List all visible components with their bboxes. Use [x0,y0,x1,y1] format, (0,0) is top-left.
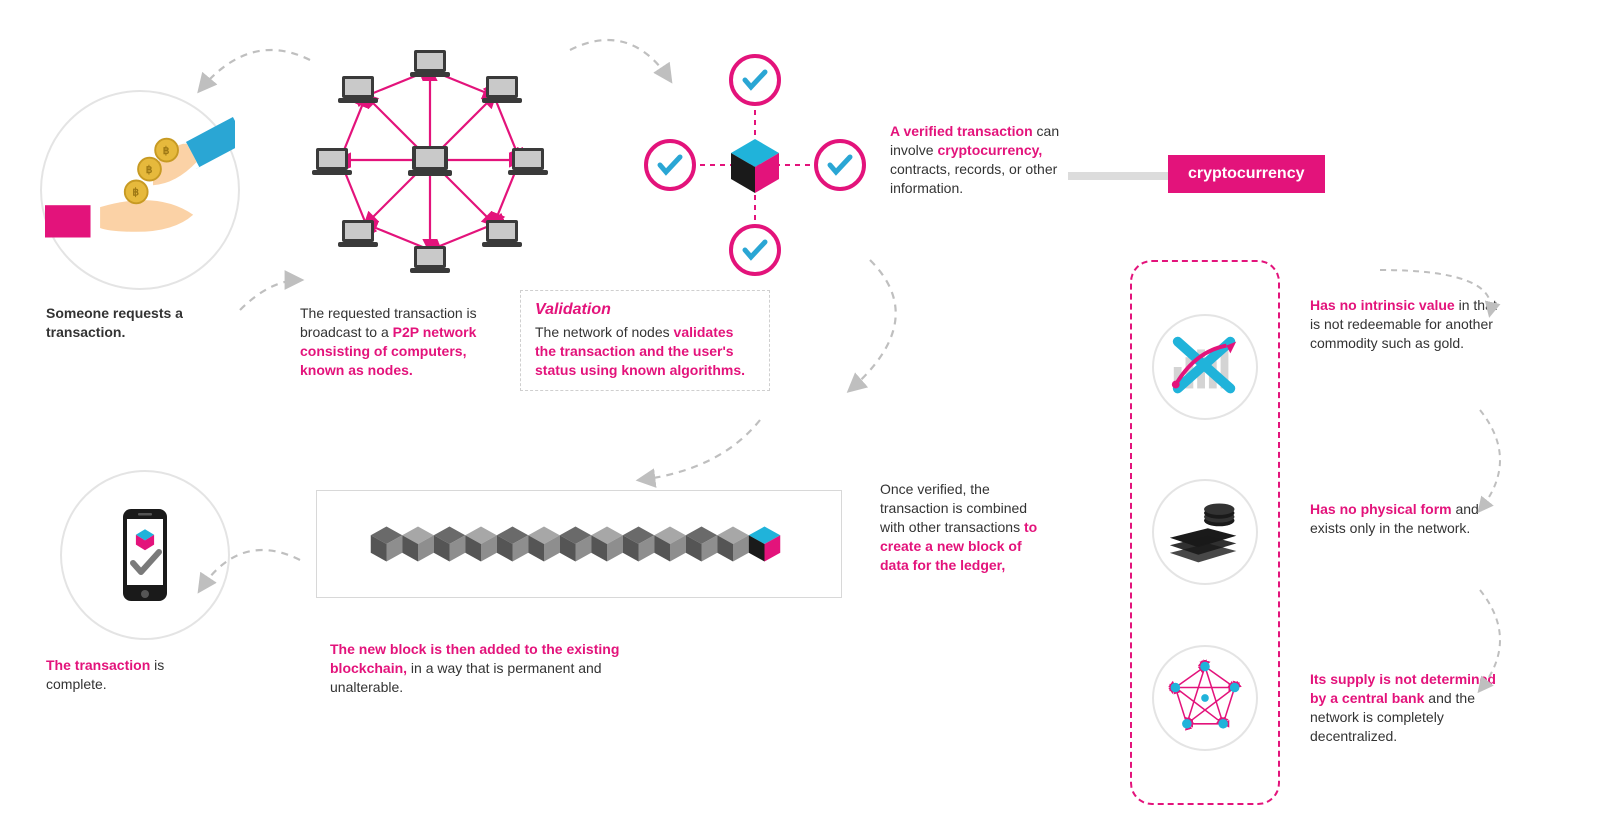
no-intrinsic-value-icon [1152,314,1258,420]
step3-caption: A verified transaction can involve crypt… [890,122,1068,198]
svg-text:฿: ฿ [132,188,139,199]
trait2-caption: Has no physical form and exists only in … [1310,500,1500,538]
decentralized-icon [1152,645,1258,751]
trait2-bold: Has no physical form [1310,501,1455,517]
svg-text:฿: ฿ [163,146,170,157]
step3-rest: contracts, records, or other information… [890,161,1057,196]
step1-caption: Someone requests a transaction. [46,304,216,342]
step3-bold1: A verified transaction [890,123,1037,139]
step2-caption: The requested transaction is broadcast t… [300,304,490,380]
validation-cube-diagram [640,50,870,280]
step5-caption: The new block is then added to the exist… [330,640,640,697]
no-physical-form-icon [1152,479,1258,585]
step1-text: Someone requests a transaction. [46,305,183,340]
step6-caption: The transaction is complete. [46,656,206,694]
step4-caption: Once verified, the transaction is combin… [880,480,1050,574]
validation-box: Validation The network of nodes validate… [520,290,770,391]
svg-text:฿: ฿ [146,165,153,176]
step6-bold: The transaction [46,657,154,673]
cryptocurrency-label: cryptocurrency [1168,155,1325,193]
crypto-connector [1068,172,1168,180]
trait3-caption: Its supply is not determined by a centra… [1310,670,1510,746]
step3-bold2: cryptocurrency, [937,142,1042,158]
validation-title: Validation [535,301,755,319]
trait1-caption: Has no intrinsic value in that is not re… [1310,296,1500,353]
blockchain-strip [316,490,842,598]
validation-prefix: The network of nodes [535,324,674,340]
step4-prefix: Once verified, the transaction is combin… [880,481,1027,535]
trait1-bold: Has no intrinsic value [1310,297,1459,313]
complete-phone-icon [60,470,230,640]
request-transaction-icon: ฿ ฿ ฿ [40,90,240,290]
crypto-traits-panel [1130,260,1280,805]
p2p-network-diagram [300,30,560,290]
